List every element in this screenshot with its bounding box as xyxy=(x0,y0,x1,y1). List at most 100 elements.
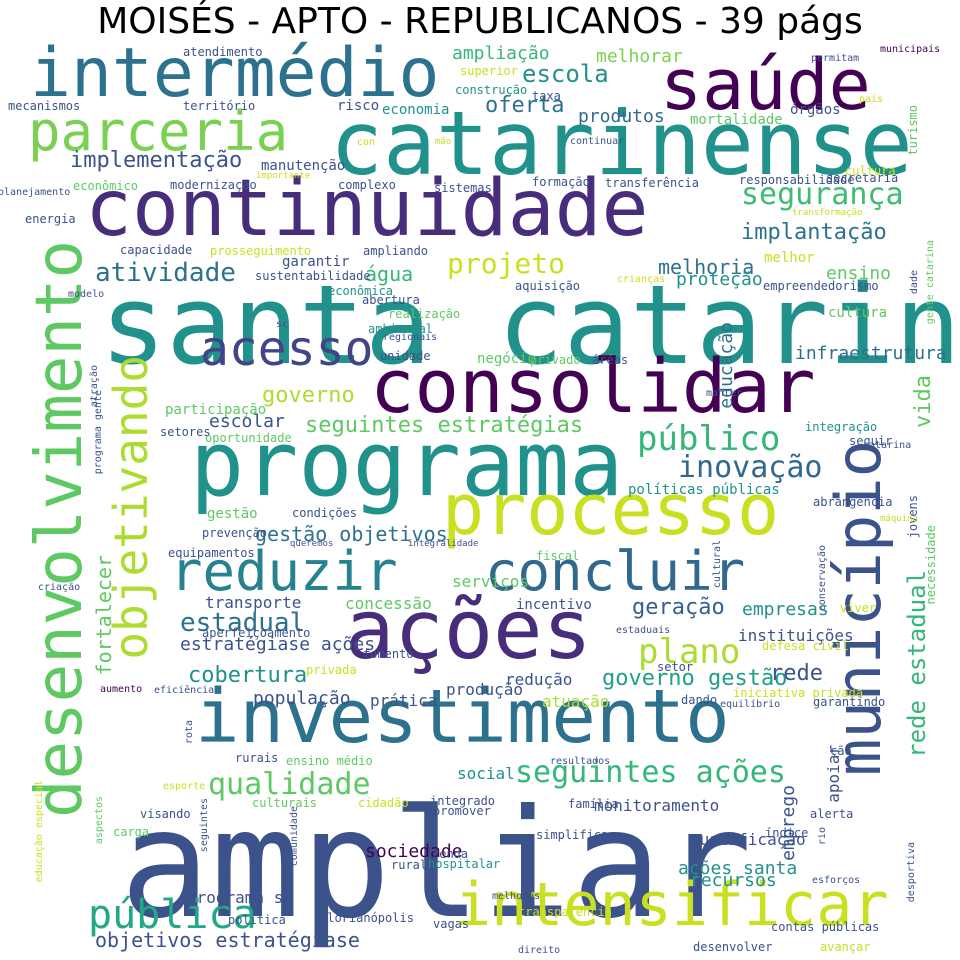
cloud-word: negócio xyxy=(477,351,537,367)
cloud-word: integração xyxy=(805,420,878,434)
cloud-word: esporte xyxy=(163,781,206,792)
cloud-word: transporte xyxy=(205,593,302,612)
cloud-word: mortalidade xyxy=(690,112,783,128)
cloud-word: família xyxy=(568,797,619,811)
cloud-word: equilíbrio xyxy=(720,699,781,710)
cloud-word: população xyxy=(253,688,351,709)
cloud-word: estadual xyxy=(180,608,306,638)
cloud-word: desportiva xyxy=(906,842,917,903)
cloud-word: estaduais xyxy=(616,625,671,636)
cloud-word: crianças xyxy=(617,274,666,285)
cloud-word: geração xyxy=(632,595,725,620)
cloud-word: comunidade xyxy=(289,806,300,867)
cloud-word: cultura xyxy=(828,305,888,321)
cloud-word: modernização xyxy=(170,178,257,192)
cloud-word: condições xyxy=(292,506,358,520)
cloud-word: escolar xyxy=(209,411,285,432)
cloud-word: planejamento xyxy=(0,187,71,198)
cloud-word: realização xyxy=(388,307,461,321)
cloud-word: implementação xyxy=(70,148,243,173)
cloud-word: sustentabilidade xyxy=(255,269,371,283)
word-cloud: ampliar santa catarina programa catarinense… xyxy=(0,40,960,960)
cloud-word: economia xyxy=(382,102,450,118)
cloud-word: oferta xyxy=(485,93,565,118)
cloud-word: con xyxy=(357,137,376,148)
cloud-word: redução xyxy=(505,670,573,689)
cloud-word: pública xyxy=(88,892,257,938)
cloud-word: ações xyxy=(345,583,592,678)
cloud-word: privado xyxy=(530,353,581,367)
cloud-word: rio xyxy=(817,827,828,846)
cloud-word: continuidade xyxy=(85,164,649,254)
cloud-word: país xyxy=(859,94,884,105)
cloud-word: dando xyxy=(681,693,718,707)
cloud-word: investimento xyxy=(195,674,730,760)
cloud-word: integralidade xyxy=(408,539,479,549)
cloud-word: emprego xyxy=(778,785,799,861)
cloud-word: água xyxy=(365,262,414,286)
cloud-word: prosseguimento xyxy=(210,244,312,258)
cloud-word: simplificar xyxy=(536,828,616,842)
cloud-word: inovação xyxy=(678,450,823,485)
cloud-word: turismo xyxy=(906,105,920,156)
cloud-word: acesso xyxy=(200,321,374,377)
cloud-word: rural xyxy=(391,858,428,872)
cloud-word: seguintes estratégias xyxy=(305,413,584,438)
cloud-word: ampliando xyxy=(363,244,429,258)
cloud-word: construção xyxy=(455,83,528,97)
cloud-word: setor xyxy=(657,660,694,674)
cloud-word: municipais xyxy=(880,44,941,55)
cloud-word: cultural xyxy=(712,540,723,589)
cloud-word: ambiental xyxy=(368,322,434,336)
cloud-word: transformação xyxy=(792,208,863,218)
cloud-word: queremos xyxy=(290,539,334,549)
cloud-word: equipamentos xyxy=(168,546,255,560)
cloud-word: qualificação xyxy=(690,830,806,849)
cloud-word: plano xyxy=(638,632,741,672)
cloud-word: manutenção xyxy=(261,158,346,174)
cloud-word: ações santa xyxy=(678,858,798,879)
cloud-word: gestão xyxy=(207,506,258,522)
cloud-word: complexo xyxy=(338,178,396,192)
cloud-word: estratégiase ações xyxy=(180,634,376,655)
cloud-word: políticas públicas xyxy=(628,482,780,498)
cloud-word: público xyxy=(637,419,781,459)
cloud-word: avançar xyxy=(820,940,871,954)
cloud-word: máquina xyxy=(880,514,918,524)
cloud-word: eficiência xyxy=(154,685,215,696)
cloud-word: florianópolis xyxy=(320,911,414,925)
cloud-word: importante xyxy=(256,171,311,181)
cloud-word: risco xyxy=(337,98,380,114)
cloud-word: direito xyxy=(518,945,561,956)
cloud-word: qualidade xyxy=(208,767,371,802)
cloud-word: econômico xyxy=(73,179,139,193)
cloud-word: atendimento xyxy=(183,45,263,59)
cloud-word: permitam xyxy=(811,53,860,64)
cloud-word: unidade xyxy=(380,349,431,363)
cloud-word: rede xyxy=(770,661,823,686)
cloud-word: abrangência xyxy=(813,495,893,509)
cloud-word: cultura xyxy=(845,164,896,178)
cloud-word: secretaria xyxy=(826,171,899,185)
cloud-word: intensificar xyxy=(455,870,889,940)
cloud-word: ensino xyxy=(826,263,892,284)
cloud-word: viver xyxy=(840,601,877,615)
cloud-word: responsabilidade xyxy=(739,173,855,187)
cloud-word: santa catarina xyxy=(100,261,960,389)
cloud-word: melhor xyxy=(764,250,815,266)
cloud-word: ampliação xyxy=(452,43,550,64)
cloud-word: programa gente xyxy=(93,390,104,475)
cloud-word: seguintes ações xyxy=(515,755,786,790)
cloud-word: rurais xyxy=(235,751,279,765)
cloud-word: empreendedorismo xyxy=(763,279,879,293)
cloud-word: garantir xyxy=(282,254,350,270)
cloud-word: desenvolvimento xyxy=(23,240,97,818)
cloud-word: transparência xyxy=(518,905,612,919)
cloud-word: catarina xyxy=(863,440,912,451)
cloud-word: consolidar xyxy=(370,344,816,430)
cloud-word: sociedade xyxy=(365,841,463,862)
cloud-word: capacidade xyxy=(120,243,193,257)
cloud-word: oportunidade xyxy=(205,431,292,445)
cloud-word: prática xyxy=(370,691,438,710)
cloud-word: órgãos xyxy=(790,102,841,118)
